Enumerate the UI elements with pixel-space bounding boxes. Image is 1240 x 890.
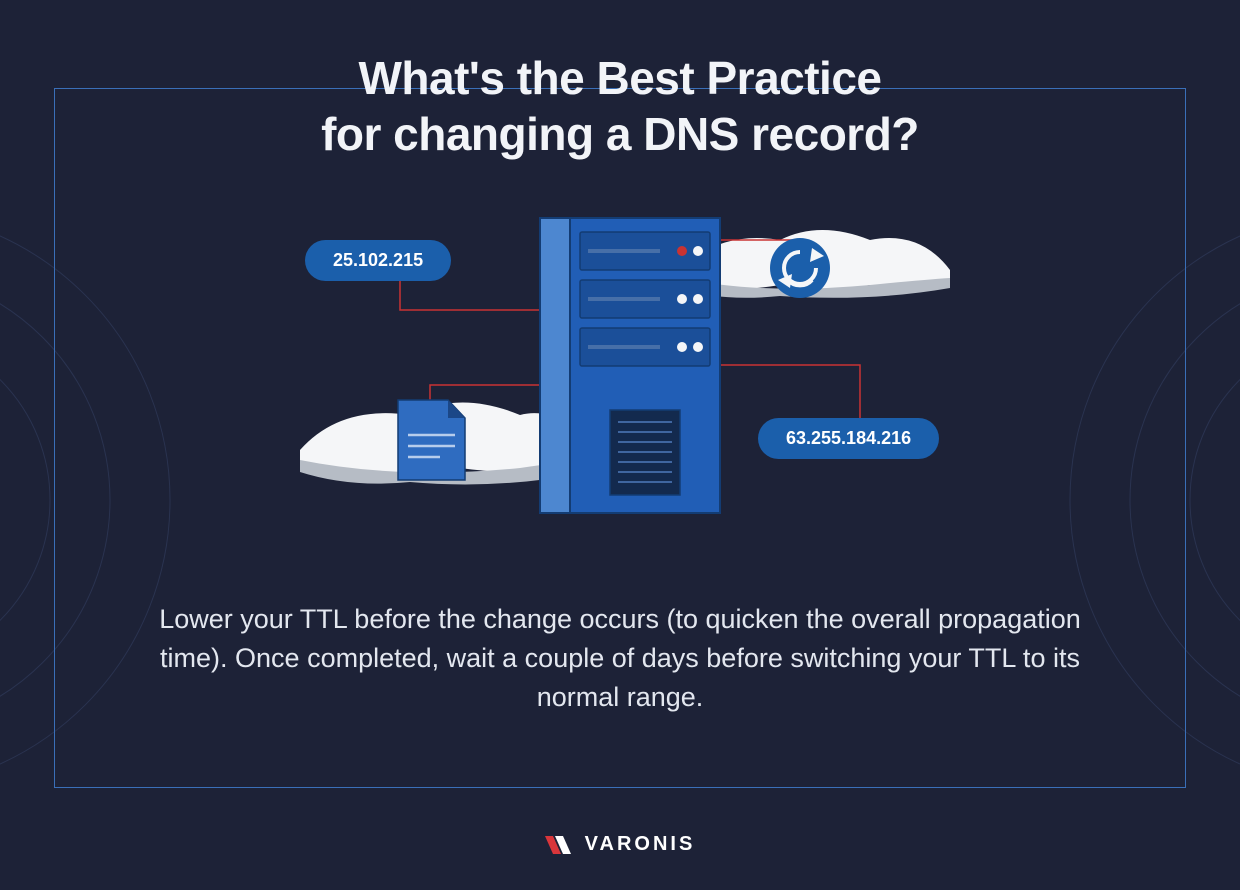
server-icon [540,218,720,513]
brand-name: VARONIS [585,833,696,856]
ip-address-left: 25.102.215 [305,240,451,281]
refresh-icon [770,238,830,298]
document-icon [398,400,465,480]
main-title: What's the Best Practice for changing a … [0,50,1240,162]
illustration-svg [0,210,1240,550]
title-line-2: for changing a DNS record? [321,108,919,160]
varonis-logo-icon [545,834,575,856]
dns-illustration: 25.102.215 63.255.184.216 [0,210,1240,550]
description-text: Lower your TTL before the change occurs … [140,600,1100,717]
title-line-1: What's the Best Practice [359,52,882,104]
ip-address-right: 63.255.184.216 [758,418,939,459]
brand-footer: VARONIS [0,833,1240,856]
